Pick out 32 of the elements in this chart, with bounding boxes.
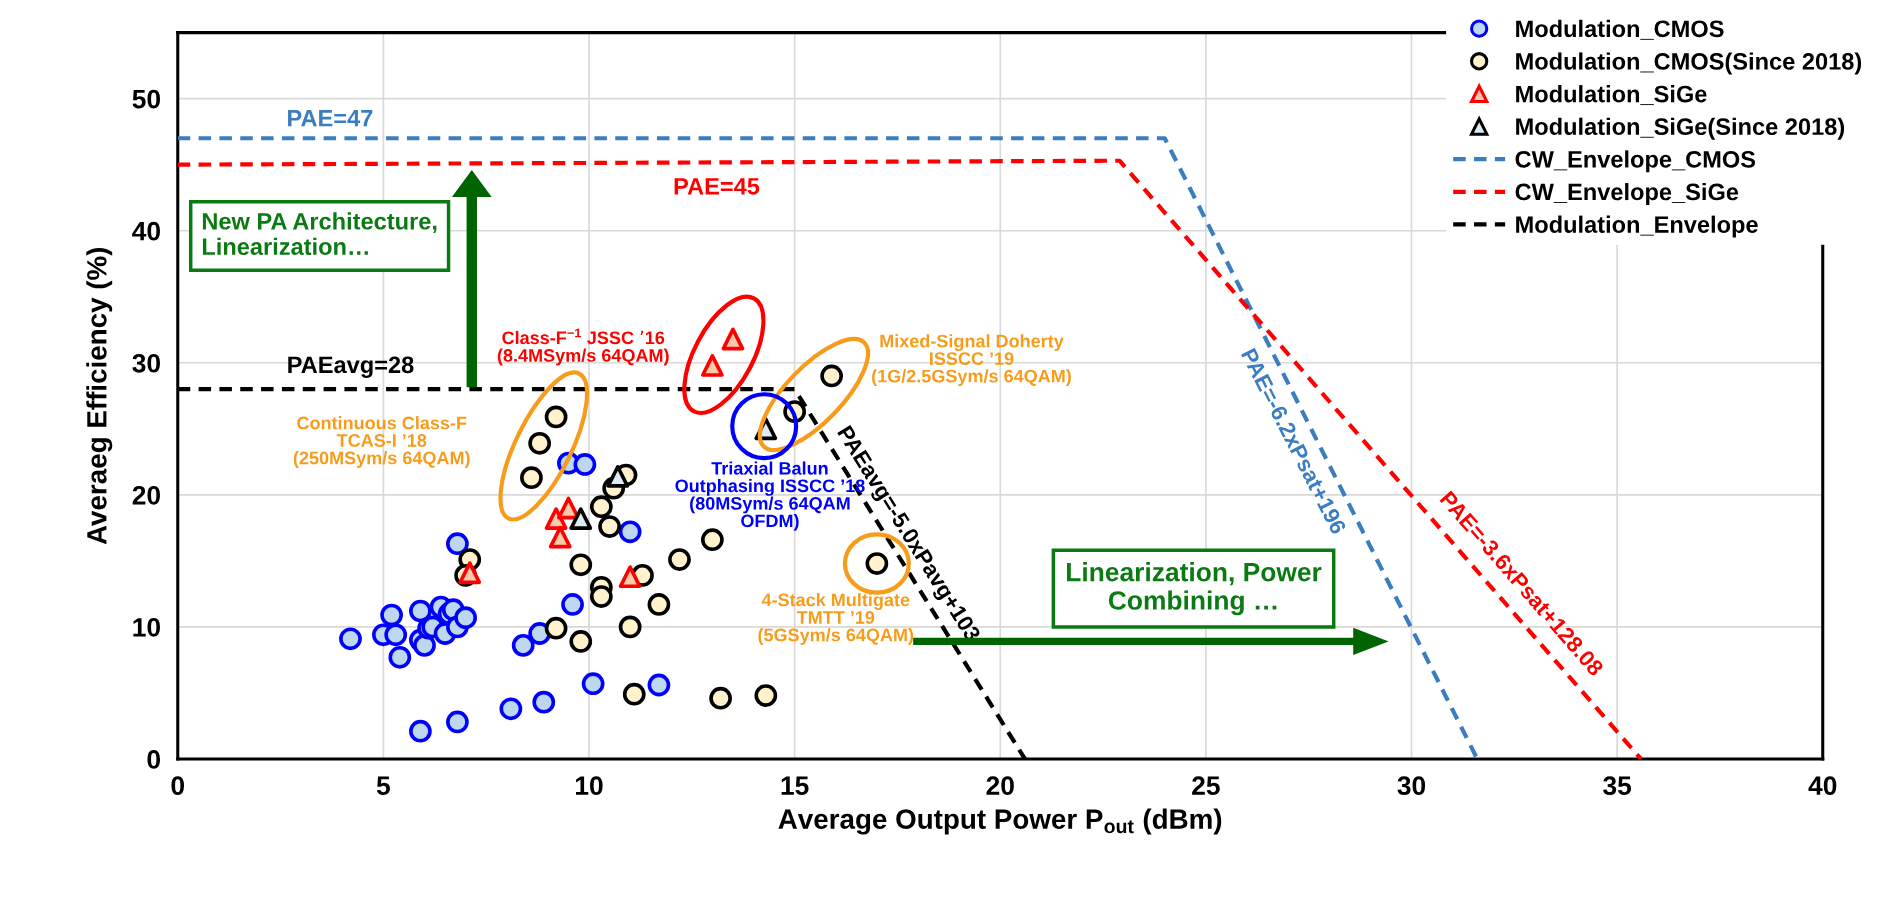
annotation: Mixed-Signal Doherty ISSCC ’19 (1G/2.5GSym/s 64QAM) — [872, 334, 1071, 387]
legend-label: Modulation_Envelope — [1516, 215, 1758, 238]
x-tick-label: 40 — [1808, 776, 1837, 796]
x-tick-label: 20 — [986, 776, 1014, 796]
annotation: Continuous Class-F TCAS-I ’18 (250MSym/s 64QAM) — [293, 416, 470, 468]
legend-label: CW_Envelope_SiGe — [1515, 182, 1739, 205]
x-axis-title: Average Output Power P$_{out}$ (dBm) — [778, 808, 1222, 835]
annotation: Linearization, Power Combining … — [1067, 562, 1322, 616]
x-tick-label: 30 — [1397, 776, 1426, 796]
legend-label: Modulation_SiGe — [1516, 85, 1707, 106]
x-tick-label: 35 — [1603, 776, 1632, 796]
x-tick-label: 15 — [781, 776, 809, 796]
y-tick-label: 40 — [132, 221, 161, 241]
legend-label: CW_Envelope_CMOS — [1515, 150, 1756, 173]
y-tick-label: 0 — [147, 750, 161, 769]
x-tick-label: 25 — [1192, 776, 1220, 796]
x-tick-label: 10 — [575, 776, 603, 796]
y-tick-label: 50 — [132, 89, 161, 109]
annotation: PAE=45 — [674, 178, 760, 195]
annotation: Class-F$^{−1}$ JSSC ’16 (8.4MSym/s 64QAM) — [497, 328, 669, 366]
annotation: PAE=47 — [288, 110, 373, 127]
annotation: PAEavg=28 — [288, 356, 414, 378]
legend-label: Modulation_CMOS(Since 2018) — [1516, 52, 1862, 75]
y-tick-label: 10 — [133, 618, 161, 637]
legend-label: Modulation_CMOS — [1516, 19, 1724, 40]
annotation: New PA Architecture, Linearization… — [202, 212, 437, 256]
y-tick-label: 30 — [132, 353, 161, 373]
x-tick-label: 0 — [171, 776, 185, 796]
x-tick-label: 5 — [376, 776, 390, 796]
y-tick-label: 20 — [132, 485, 161, 505]
y-axis-title: Averaeg Efficiency (%) — [86, 247, 113, 545]
legend-label: Modulation_SiGe(Since 2018) — [1516, 117, 1845, 140]
